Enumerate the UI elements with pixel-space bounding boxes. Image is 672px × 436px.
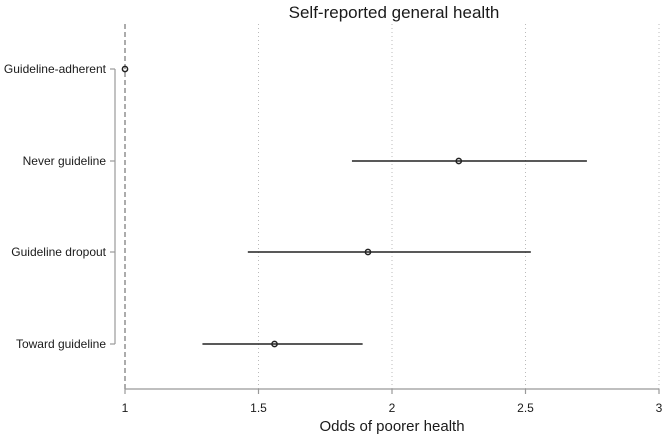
point-estimate-1 [455,157,463,165]
y-axis-categories: Guideline-adherent Never guideline Guideli… [4,62,107,351]
x-tick-label-0: 1 [122,401,129,415]
category-label-2: Guideline dropout [11,245,106,259]
category-label-1: Never guideline [23,154,107,168]
grid-lines [258,24,660,389]
point-estimate-0 [121,65,129,73]
x-tick-label-2: 2 [389,401,396,415]
y-axis-bracket [110,68,116,345]
x-tick-label-1: 1.5 [250,401,267,415]
x-axis-ticks: 1 1.5 2 2.5 3 [122,389,663,415]
category-label-0: Guideline-adherent [4,62,107,76]
point-estimate-2 [364,248,372,256]
x-tick-label-4: 3 [656,401,663,415]
chart-title: Self-reported general health [289,3,500,22]
x-axis-label: Odds of poorer health [319,418,464,435]
category-label-3: Toward guideline [16,337,106,351]
point-estimate-3 [271,340,278,348]
estimates [121,65,587,348]
x-tick-label-3: 2.5 [517,401,534,415]
